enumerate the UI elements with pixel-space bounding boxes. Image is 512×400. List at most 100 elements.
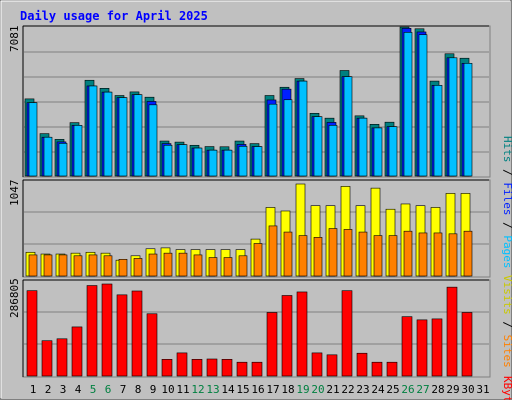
day-label: 17 bbox=[266, 383, 279, 396]
pages-bar bbox=[148, 104, 158, 177]
legend-separator: / bbox=[501, 216, 512, 236]
pages-bar bbox=[448, 57, 458, 177]
pages-bar bbox=[403, 32, 413, 177]
kbytes-bar bbox=[371, 361, 383, 377]
sites-bar bbox=[343, 229, 353, 277]
day-label: 8 bbox=[135, 383, 142, 396]
day-label: 20 bbox=[311, 383, 324, 396]
kbytes-bar bbox=[236, 361, 248, 377]
kbytes-bar bbox=[26, 290, 38, 377]
day-label: 1 bbox=[30, 383, 37, 396]
sites-bar bbox=[88, 254, 98, 277]
day-label: 13 bbox=[206, 383, 219, 396]
pages-bar bbox=[208, 149, 218, 177]
sites-bar bbox=[283, 231, 293, 277]
kbytes-bar bbox=[251, 361, 263, 377]
pages-bar bbox=[28, 102, 38, 177]
kbytes-bar bbox=[311, 352, 323, 377]
kbytes-bar bbox=[101, 283, 113, 377]
day-label: 2 bbox=[45, 383, 52, 396]
legend-hits: Hits bbox=[501, 136, 512, 163]
pages-bar bbox=[463, 63, 473, 177]
sites-bar bbox=[238, 255, 248, 277]
sites-bar bbox=[268, 225, 278, 277]
kbytes-bar bbox=[146, 313, 158, 377]
day-label: 18 bbox=[281, 383, 294, 396]
sites-bar bbox=[148, 253, 158, 277]
kbytes-bar bbox=[386, 361, 398, 377]
day-label: 25 bbox=[386, 383, 399, 396]
sites-bar bbox=[388, 235, 398, 277]
pages-bar bbox=[358, 117, 368, 177]
sites-bar bbox=[448, 233, 458, 277]
pages-bar bbox=[343, 76, 353, 177]
kbytes-bar bbox=[206, 358, 218, 377]
pages-bar bbox=[193, 147, 203, 177]
sites-bar bbox=[223, 257, 233, 277]
sites-bar bbox=[163, 252, 173, 277]
day-label: 22 bbox=[341, 383, 354, 396]
pages-bar bbox=[283, 99, 293, 177]
day-label: 14 bbox=[221, 383, 235, 396]
kbytes-bar bbox=[191, 359, 203, 377]
sites-bar bbox=[463, 230, 473, 277]
pages-bar bbox=[313, 116, 323, 177]
sites-bar bbox=[403, 230, 413, 277]
pages-bar bbox=[178, 144, 188, 177]
kbytes-bar bbox=[71, 326, 83, 377]
kbytes-bar bbox=[161, 359, 173, 377]
sites-bar bbox=[103, 255, 113, 277]
visits-bars bbox=[25, 183, 473, 277]
pages-bar bbox=[163, 144, 173, 177]
sites-bar bbox=[373, 235, 383, 277]
kbytes-bar bbox=[266, 312, 278, 377]
pages-bar bbox=[223, 149, 233, 177]
kbytes-max-label: 286805 bbox=[8, 278, 21, 318]
pages-bar bbox=[268, 103, 278, 177]
sites-bar bbox=[28, 254, 38, 277]
day-label: 19 bbox=[296, 383, 309, 396]
kbytes-bar bbox=[221, 359, 233, 377]
kbytes-bar bbox=[281, 295, 293, 377]
day-label: 4 bbox=[75, 383, 82, 396]
pages-bar bbox=[88, 85, 98, 177]
sites-bar bbox=[433, 232, 443, 277]
sites-bar bbox=[313, 237, 323, 277]
pages-bar bbox=[73, 125, 83, 177]
sites-bar bbox=[178, 252, 188, 277]
sites-bar bbox=[43, 254, 53, 277]
kbytes-bar bbox=[116, 294, 128, 377]
day-label: 16 bbox=[251, 383, 264, 396]
legend-files: Files bbox=[501, 182, 512, 215]
kbytes-bar bbox=[131, 290, 143, 377]
day-label: 12 bbox=[191, 383, 204, 396]
legend-pages: Pages bbox=[501, 235, 512, 268]
kbytes-bar bbox=[416, 319, 428, 377]
pages-bar bbox=[253, 146, 263, 177]
hits-legend: Hits / Files / Pages bbox=[501, 136, 512, 269]
kbytes-bar bbox=[176, 352, 188, 377]
legend-separator: / bbox=[501, 315, 512, 335]
sites-bar bbox=[73, 255, 83, 277]
kbytes-bar bbox=[41, 340, 53, 377]
day-label: 23 bbox=[356, 383, 369, 396]
day-label: 7 bbox=[120, 383, 127, 396]
chart-title: Daily usage for April 2025 bbox=[20, 9, 208, 23]
pages-bar bbox=[418, 34, 428, 177]
hits-bars bbox=[24, 26, 473, 177]
legend-kbytes: KBytes bbox=[501, 376, 512, 400]
sites-bar bbox=[253, 243, 263, 277]
pages-bar bbox=[298, 80, 308, 177]
day-label: 31 bbox=[476, 383, 489, 396]
visits-max-label: 1047 bbox=[8, 180, 21, 207]
sites-bar bbox=[193, 254, 203, 277]
visits-legend: Visits / Sites bbox=[501, 275, 512, 368]
legend-visits: Visits bbox=[501, 275, 512, 315]
pages-bar bbox=[103, 91, 113, 177]
pages-bar bbox=[238, 146, 248, 177]
pages-bar bbox=[133, 94, 143, 177]
day-label: 27 bbox=[416, 383, 429, 396]
pages-bar bbox=[58, 143, 68, 177]
kbytes-bar bbox=[356, 352, 368, 377]
